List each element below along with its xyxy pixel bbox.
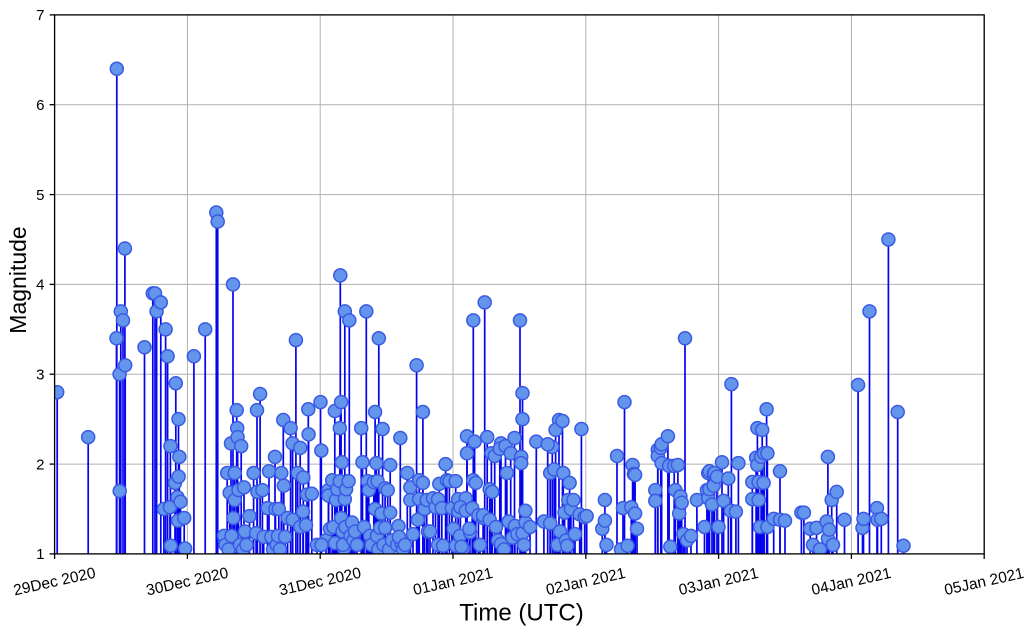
svg-text:1: 1 (36, 546, 44, 563)
svg-text:6: 6 (36, 97, 44, 114)
svg-text:Time (UTC): Time (UTC) (459, 600, 583, 627)
svg-text:4: 4 (36, 277, 44, 294)
svg-text:Magnitude: Magnitude (5, 226, 31, 333)
svg-text:5: 5 (36, 187, 44, 204)
svg-text:3: 3 (36, 367, 44, 384)
svg-text:7: 7 (36, 7, 44, 24)
svg-text:2: 2 (36, 456, 44, 473)
